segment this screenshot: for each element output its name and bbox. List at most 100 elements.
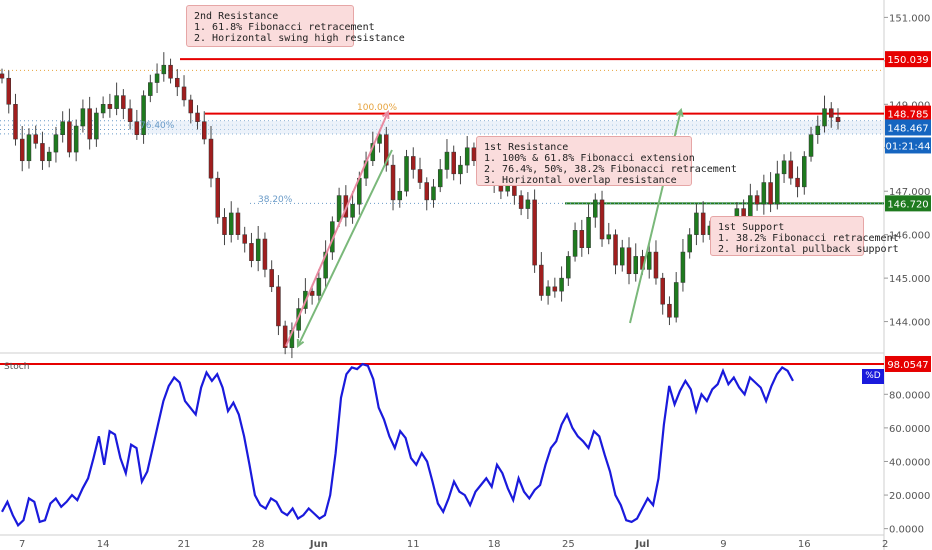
stoch-tick-label: 60.0000 [889, 424, 930, 435]
arrow-pink-up [285, 111, 389, 347]
candle-body [323, 251, 328, 279]
candle-body [148, 82, 153, 96]
candle-body [336, 195, 342, 222]
date-tick-label: 28 [252, 539, 265, 550]
candle-body [316, 277, 322, 296]
candle-body [552, 286, 558, 292]
stoch-label: Stoch [4, 362, 30, 372]
candle-body [593, 199, 598, 218]
candle-body [384, 134, 389, 166]
first-resistance-callout: 1st Resistance 1. 100% & 61.8% Fibonacci… [476, 136, 737, 186]
price-tick-label: 147.000 [889, 187, 930, 198]
candle-body [202, 121, 207, 140]
candle-body [94, 112, 99, 140]
arrow-green-down [297, 149, 393, 347]
candle-body [673, 282, 679, 318]
candle-body [87, 108, 92, 140]
level-badge-box [885, 195, 931, 212]
candle-body [626, 247, 632, 275]
candle-body [518, 195, 524, 209]
candle-body [572, 230, 578, 257]
candle-body [141, 95, 146, 135]
level-badge-box [885, 51, 931, 68]
candle-body [26, 134, 32, 162]
fib-label-764: 76.40% [140, 121, 175, 131]
candle-body [255, 238, 261, 261]
candle-body [249, 243, 254, 261]
level-badge: 146.720 [885, 195, 931, 212]
last-price-badge: 148.467 [885, 119, 931, 136]
candle-body [121, 95, 126, 109]
candle-body [154, 73, 160, 83]
level-badge: 148.785 [885, 105, 931, 122]
candle-body [411, 156, 416, 170]
candle-body [60, 121, 65, 135]
candle-body [761, 182, 767, 205]
stoch-level-badge-box [885, 355, 931, 372]
candle-body [653, 251, 659, 279]
stochastic-line [1, 362, 794, 528]
candle-body [586, 217, 591, 248]
candle-body [6, 77, 11, 105]
fib-zone [130, 120, 883, 134]
candle-body [235, 212, 241, 235]
candle-body [775, 173, 780, 205]
candle-body [444, 151, 450, 170]
candle-body [471, 147, 477, 162]
candle-body [404, 156, 409, 192]
candle-body [262, 238, 268, 270]
candle-body [437, 169, 443, 188]
price-badges: 150.039 148.785 146.720 148.467 01:21:44 98.0… [885, 51, 931, 372]
candle-body [40, 143, 45, 162]
candle-body [19, 138, 25, 162]
candle-body [215, 177, 220, 218]
price-tick-label: 145.000 [889, 274, 930, 285]
second-resistance-callout: 2nd Resistance 1. 61.8% Fibonacci retrac… [186, 5, 405, 47]
stoch-tick-label: 20.0000 [889, 491, 930, 502]
candle-body [161, 64, 167, 75]
date-tick-label: 7 [19, 539, 25, 550]
stoch-series-badge: %D [862, 369, 884, 384]
candle-body [451, 151, 456, 175]
first-support-callout: 1st Support 1. 38.2% Fibonacci retraceme… [710, 216, 899, 256]
candle-body [67, 121, 72, 153]
candle-body [835, 117, 841, 122]
arrow-green-down-head [296, 338, 305, 348]
candle-body [208, 138, 214, 179]
candle-body [795, 177, 800, 188]
candle-body [613, 234, 618, 266]
candle-body [114, 95, 119, 109]
candle-body [694, 212, 699, 235]
candle-body [269, 269, 274, 288]
countdown-badge: 01:21:44 [885, 137, 931, 154]
axes: 151.000150.000149.000148.000147.000146.0… [19, 13, 930, 550]
candle-body [545, 286, 551, 296]
candle-body [633, 256, 638, 275]
price-tick-label: 144.000 [889, 318, 930, 329]
date-tick-label: 18 [488, 539, 501, 550]
candle-body [660, 277, 665, 305]
level-badge-text: 148.785 [887, 110, 928, 121]
fib-label-100: 100.00% [357, 103, 397, 113]
candle-body [579, 230, 585, 248]
candle-body [107, 104, 113, 109]
candle-body [397, 190, 403, 201]
candle-body [566, 256, 571, 279]
candle-body [464, 147, 470, 166]
stoch-tick-label: 80.0000 [889, 390, 930, 401]
candle-body [46, 151, 52, 162]
stoch-tick-label: 0.0000 [889, 525, 924, 536]
candle-body [276, 286, 281, 327]
candle-body [808, 134, 814, 157]
candle-body [188, 99, 194, 114]
candle-body [242, 234, 247, 244]
last-price-badge-box [885, 119, 931, 136]
candle-body [599, 199, 605, 240]
candle-body [377, 134, 382, 144]
last-price-badge-text: 148.467 [887, 123, 928, 134]
candle-body [687, 234, 692, 253]
candle-body [222, 217, 227, 235]
candle-body [0, 73, 5, 79]
stoch-level-badge-text: 98.0547 [887, 360, 928, 371]
